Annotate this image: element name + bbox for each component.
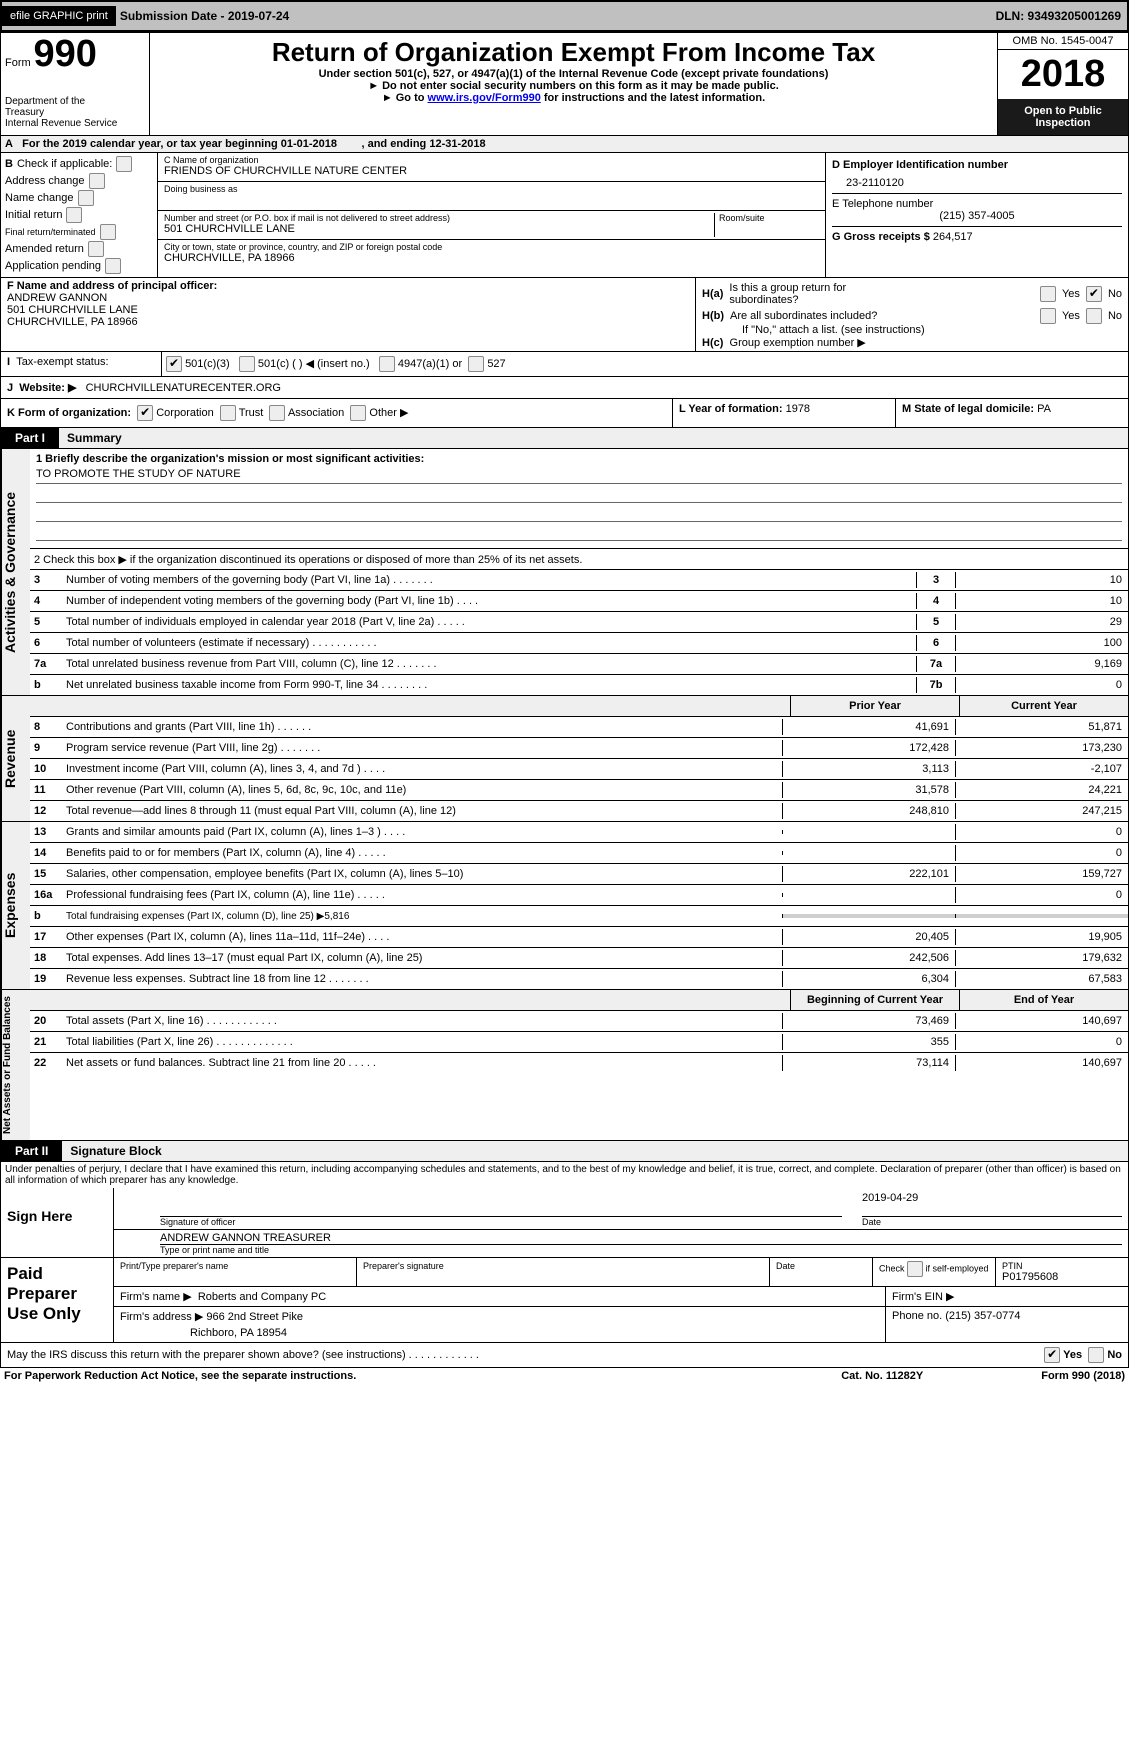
inspection2: Inspection <box>1002 117 1124 129</box>
street: 501 CHURCHVILLE LANE <box>164 223 710 235</box>
ein-label: D Employer Identification number <box>832 159 1122 171</box>
chk-final[interactable] <box>100 224 116 240</box>
revenue: Revenue Prior YearCurrent Year 8Contribu… <box>0 696 1129 822</box>
discuss-yes[interactable] <box>1044 1347 1060 1363</box>
goto-post: for instructions and the latest informat… <box>544 92 765 104</box>
org-name: FRIENDS OF CHURCHVILLE NATURE CENTER <box>164 165 819 177</box>
dept-line2: Treasury <box>5 107 145 118</box>
chk-pending[interactable] <box>105 258 121 274</box>
status-row: I Tax-exempt status: 501(c)(3) 501(c) ( … <box>0 352 1129 377</box>
sign-here: Sign Here <box>1 1188 114 1257</box>
entity-block: B Check if applicable: Address change Na… <box>0 153 1129 278</box>
chk-corp[interactable] <box>137 405 153 421</box>
room-label: Room/suite <box>719 213 819 223</box>
org-name-label: C Name of organization <box>164 155 819 165</box>
omb-number: OMB No. 1545-0047 <box>998 33 1128 50</box>
chk-initial[interactable] <box>66 207 82 223</box>
phone-label: E Telephone number <box>832 198 1122 210</box>
form-number: 990 <box>33 33 96 75</box>
footer: For Paperwork Reduction Act Notice, see … <box>0 1368 1129 1384</box>
form-title: Return of Organization Exempt From Incom… <box>154 37 993 68</box>
activities-governance: Activities & Governance 1 Briefly descri… <box>0 449 1129 696</box>
hb-yes[interactable] <box>1040 308 1056 324</box>
sidebar-net: Net Assets or Fund Balances <box>1 990 30 1140</box>
form-org-row: K Form of organization: Corporation Trus… <box>0 399 1129 428</box>
goto-pre: Go to <box>382 92 428 104</box>
subtitle2: Do not enter social security numbers on … <box>154 80 993 92</box>
irs-link[interactable]: www.irs.gov/Form990 <box>428 92 541 104</box>
dept-line1: Department of the <box>5 96 145 107</box>
net-assets: Net Assets or Fund Balances Beginning of… <box>0 990 1129 1141</box>
chk-address[interactable] <box>89 173 105 189</box>
inspection1: Open to Public <box>1002 105 1124 117</box>
website-row: J Website: ▶ CHURCHVILLENATURECENTER.ORG <box>0 377 1129 399</box>
expenses: Expenses 13Grants and similar amounts pa… <box>0 822 1129 990</box>
street-label: Number and street (or P.O. box if mail i… <box>164 213 710 223</box>
hb-no[interactable] <box>1086 308 1102 324</box>
ha-yes[interactable] <box>1040 286 1056 302</box>
chk-trust[interactable] <box>220 405 236 421</box>
check-applicable[interactable] <box>116 156 132 172</box>
subtitle1: Under section 501(c), 527, or 4947(a)(1)… <box>154 68 993 80</box>
sidebar-exp: Expenses <box>1 822 30 989</box>
efile-label: efile GRAPHIC print <box>2 6 116 26</box>
sidebar-ag: Activities & Governance <box>1 449 30 695</box>
chk-assoc[interactable] <box>269 405 285 421</box>
submission-date: Submission Date - 2019-07-24 <box>116 9 293 23</box>
phone: (215) 357-4005 <box>832 210 1122 222</box>
form-prefix: Form <box>5 57 31 69</box>
signature-block: Under penalties of perjury, I declare th… <box>0 1162 1129 1258</box>
mission: TO PROMOTE THE STUDY OF NATURE <box>36 468 1122 484</box>
dba-label: Doing business as <box>164 184 819 194</box>
form-header: Form 990 Department of the Treasury Inte… <box>0 32 1129 136</box>
chk-501c[interactable] <box>239 356 255 372</box>
part1-header: Part ISummary <box>0 428 1129 449</box>
chk-name[interactable] <box>78 190 94 206</box>
chk-501c3[interactable] <box>166 356 182 372</box>
tax-year: 2018 <box>998 50 1128 99</box>
ha-no[interactable] <box>1086 286 1102 302</box>
line-a: A For the 2019 calendar year, or tax yea… <box>0 136 1129 153</box>
chk-4947[interactable] <box>379 356 395 372</box>
dept-line3: Internal Revenue Service <box>5 118 145 129</box>
ein: 23-2110120 <box>832 171 1122 189</box>
chk-self[interactable] <box>907 1261 923 1277</box>
officer-row: F Name and address of principal officer:… <box>0 278 1129 352</box>
city-label: City or town, state or province, country… <box>164 242 819 252</box>
part2-header: Part IISignature Block <box>0 1141 1129 1162</box>
preparer-block: Paid Preparer Use Only Print/Type prepar… <box>0 1258 1129 1343</box>
chk-other[interactable] <box>350 405 366 421</box>
city: CHURCHVILLE, PA 18966 <box>164 252 819 264</box>
discuss-no[interactable] <box>1088 1347 1104 1363</box>
chk-527[interactable] <box>468 356 484 372</box>
chk-amended[interactable] <box>88 241 104 257</box>
top-status-bar: efile GRAPHIC print Submission Date - 20… <box>0 0 1129 32</box>
dln: DLN: 93493205001269 <box>996 9 1127 23</box>
discuss-row: May the IRS discuss this return with the… <box>0 1343 1129 1368</box>
sidebar-rev: Revenue <box>1 696 30 821</box>
